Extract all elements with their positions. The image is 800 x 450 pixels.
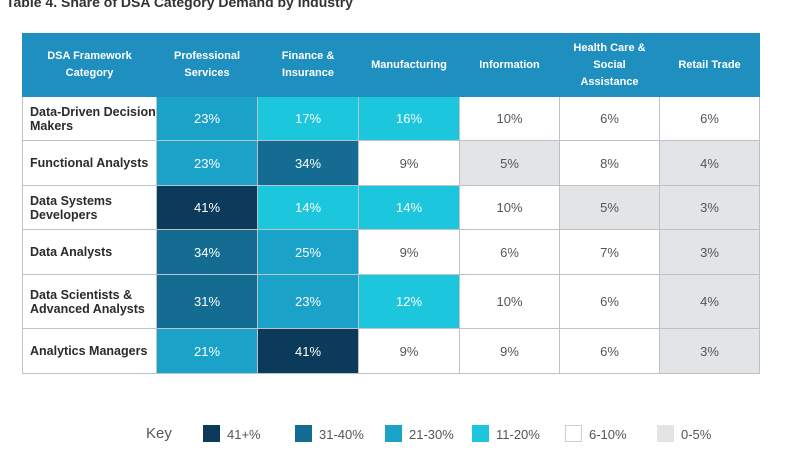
heatmap-cell: 12%: [358, 273, 460, 330]
legend-swatch: [472, 425, 489, 442]
legend-label: 11-20%: [496, 427, 540, 442]
corner-header: DSA Framework Category: [22, 33, 157, 97]
heatmap-cell: 3%: [659, 328, 760, 374]
heatmap-cell: 5%: [459, 140, 560, 186]
heatmap-cell: 9%: [358, 229, 460, 275]
column-header: Professional Services: [156, 33, 258, 97]
legend-title: Key: [146, 425, 172, 442]
legend-swatch: [385, 425, 402, 442]
heatmap-cell: 41%: [257, 328, 359, 374]
row-label: Data Scientists & Advanced Analysts: [22, 273, 157, 330]
heatmap-cell: 9%: [358, 328, 460, 374]
table-row: Data Analysts 34% 25% 9% 6% 7% 3%: [22, 229, 760, 275]
column-header: Manufacturing: [358, 33, 460, 97]
legend: Key 41+% 31-40% 21-30% 11-20% 6-10% 0-5%: [0, 424, 800, 446]
heatmap-cell: 34%: [257, 140, 359, 186]
legend-label: 6-10%: [589, 427, 627, 442]
heatmap-cell: 8%: [559, 140, 660, 186]
legend-label: 21-30%: [409, 427, 454, 442]
heatmap-cell: 6%: [559, 328, 660, 374]
table-row: Data Scientists & Advanced Analysts 31% 23…: [22, 273, 760, 330]
heatmap-cell: 14%: [358, 184, 460, 231]
heatmap-cell: 9%: [459, 328, 560, 374]
legend-swatch: [295, 425, 312, 442]
row-label: Data Systems Developers: [22, 184, 157, 231]
heatmap-cell: 25%: [257, 229, 359, 275]
heatmap-cell: 23%: [156, 140, 258, 186]
legend-swatch: [203, 425, 220, 442]
heatmap-cell: 17%: [257, 95, 359, 142]
header-row: DSA Framework Category Professional Serv…: [22, 33, 760, 97]
heatmap-cell: 21%: [156, 328, 258, 374]
legend-label: 41+%: [227, 427, 261, 442]
column-header: Information: [459, 33, 560, 97]
column-header: Finance & Insurance: [257, 33, 359, 97]
heatmap-cell: 3%: [659, 184, 760, 231]
row-label: Data Analysts: [22, 229, 157, 275]
row-label: Functional Analysts: [22, 140, 157, 186]
heatmap-cell: 23%: [156, 95, 258, 142]
heatmap-cell: 34%: [156, 229, 258, 275]
heatmap-table: DSA Framework Category Professional Serv…: [22, 33, 760, 374]
legend-swatch: [565, 425, 582, 442]
heatmap-cell: 7%: [559, 229, 660, 275]
legend-swatch: [657, 425, 674, 442]
heatmap-cell: 4%: [659, 273, 760, 330]
heatmap-cell: 41%: [156, 184, 258, 231]
heatmap-cell: 9%: [358, 140, 460, 186]
heatmap-cell: 16%: [358, 95, 460, 142]
heatmap-cell: 5%: [559, 184, 660, 231]
heatmap-cell: 4%: [659, 140, 760, 186]
heatmap-cell: 10%: [459, 184, 560, 231]
heatmap-cell: 3%: [659, 229, 760, 275]
heatmap-body: Data-Driven Decision Makers 23% 17% 16% 10% 6…: [22, 95, 760, 374]
heatmap-cell: 23%: [257, 273, 359, 330]
heatmap-cell: 10%: [459, 95, 560, 142]
table-title: Table 4. Share of DSA Category Demand by…: [6, 0, 353, 10]
heatmap-cell: 6%: [559, 95, 660, 142]
column-header: Retail Trade: [659, 33, 760, 97]
legend-label: 0-5%: [681, 427, 712, 442]
heatmap-cell: 6%: [459, 229, 560, 275]
table-row: Data Systems Developers 41% 14% 14% 10% 5% 3%: [22, 184, 760, 231]
heatmap-cell: 10%: [459, 273, 560, 330]
heatmap-cell: 31%: [156, 273, 258, 330]
table-row: Analytics Managers 21% 41% 9% 9% 6% 3%: [22, 328, 760, 374]
row-label: Data-Driven Decision Makers: [22, 95, 157, 142]
heatmap-cell: 14%: [257, 184, 359, 231]
row-label: Analytics Managers: [22, 328, 157, 374]
heatmap-cell: 6%: [559, 273, 660, 330]
legend-label: 31-40%: [319, 427, 364, 442]
table-row: Functional Analysts 23% 34% 9% 5% 8% 4%: [22, 140, 760, 186]
column-header: Health Care & Social Assistance: [559, 33, 660, 97]
heatmap-cell: 6%: [659, 95, 760, 142]
table-row: Data-Driven Decision Makers 23% 17% 16% 10% 6…: [22, 95, 760, 142]
